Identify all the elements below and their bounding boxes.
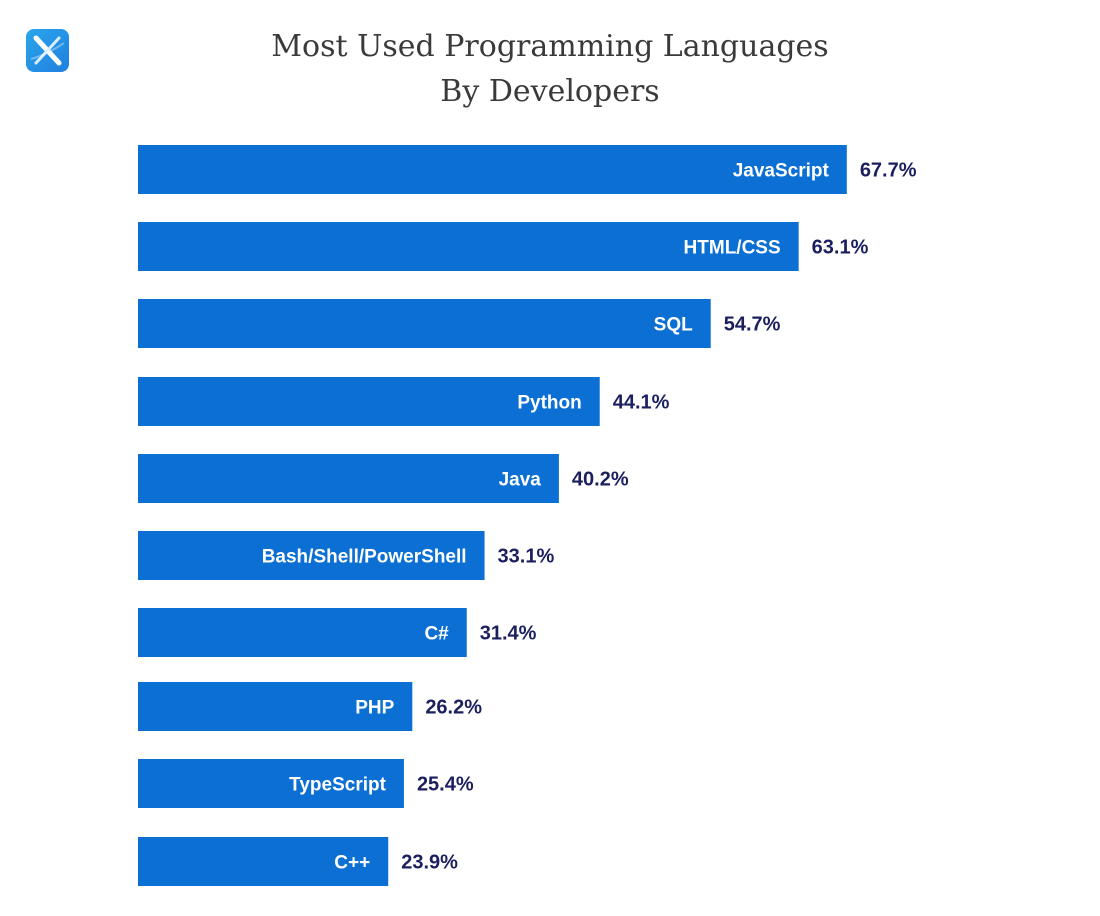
bar-category-label: HTML/CSS [684, 238, 781, 259]
bar-value-label: 40.2% [572, 469, 629, 491]
bar-value-label: 54.7% [724, 314, 781, 336]
bar [138, 377, 600, 426]
bar [138, 145, 847, 194]
bar-category-label: Bash/Shell/PowerShell [262, 547, 467, 568]
chart-title-line-1: Most Used Programming Languages [271, 29, 829, 64]
bar-row: SQL 54.7% [138, 299, 781, 348]
x-logo-icon [26, 29, 69, 72]
chart-title: Most Used Programming Languages By Devel… [0, 24, 1100, 114]
bar-row: C# 31.4% [138, 608, 537, 657]
bar-category-label: Python [517, 393, 581, 414]
bar-category-label: SQL [654, 315, 693, 336]
bar-value-label: 67.7% [860, 160, 917, 182]
bar [138, 222, 799, 271]
bar [138, 454, 559, 503]
bar-category-label: C# [424, 624, 449, 645]
bar-row: Bash/Shell/PowerShell 33.1% [138, 531, 554, 580]
bar [138, 299, 711, 348]
bar-value-label: 23.9% [401, 852, 458, 874]
bar-category-label: Java [499, 470, 542, 491]
bar-category-label: JavaScript [733, 161, 830, 182]
bar-category-label: C++ [334, 853, 370, 874]
bar [138, 608, 467, 657]
bar-value-label: 26.2% [425, 697, 482, 719]
bar-row: Java 40.2% [138, 454, 629, 503]
chart-title-line-2: By Developers [440, 74, 660, 109]
bar [138, 682, 413, 731]
bar [138, 837, 389, 886]
bar-category-label: PHP [355, 698, 394, 719]
bar-row: TypeScript 25.4% [138, 759, 474, 808]
bar-row: JavaScript 67.7% [138, 145, 917, 194]
bar [138, 531, 485, 580]
bar-value-label: 33.1% [498, 546, 555, 568]
bar-row: HTML/CSS 63.1% [138, 222, 869, 271]
bar-value-label: 25.4% [417, 774, 474, 796]
bar-category-label: TypeScript [289, 775, 386, 796]
bar-value-label: 63.1% [812, 237, 869, 259]
bar [138, 759, 404, 808]
bar-value-label: 44.1% [613, 392, 670, 414]
bar-value-label: 31.4% [480, 623, 537, 645]
bar-row: PHP 26.2% [138, 682, 482, 731]
bar-row: Python 44.1% [138, 377, 670, 426]
bar-row: C++ 23.9% [138, 837, 458, 886]
